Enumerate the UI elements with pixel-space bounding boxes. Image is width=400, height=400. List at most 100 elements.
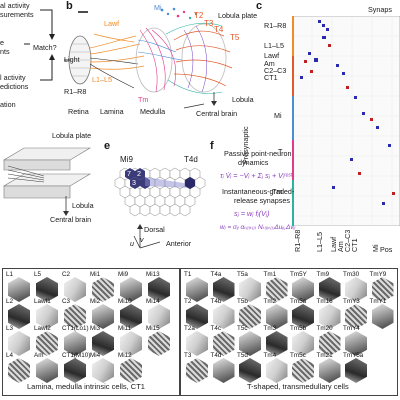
- panel-e-anterior: Anterior: [166, 239, 192, 248]
- receptive-field-image: [292, 331, 314, 356]
- panel-f-line-1: Passive point-neuron: [224, 149, 292, 158]
- cell-type-label: Lawf2: [34, 325, 51, 332]
- panel-b-light: Light: [64, 55, 80, 64]
- receptive-field-image: [265, 277, 288, 302]
- receptive-field-image: [345, 358, 367, 383]
- cell-type-label: T5b: [237, 298, 248, 305]
- panel-c-row-c2c3: C2–C3: [264, 66, 287, 75]
- panel-a-line-4: nts: [0, 47, 10, 56]
- panel-b-medulla: Medulla: [140, 107, 166, 116]
- cell-type-label: L3: [6, 325, 14, 332]
- panel-f-eq-2: sⱼ = wⱼ fⱼ(Vⱼ): [234, 209, 270, 218]
- panel-c-title: Synaps: [368, 5, 392, 14]
- cell-type-label: Tm2: [263, 298, 277, 305]
- receptive-field-image: [212, 304, 235, 329]
- cell-type-label: Mi9: [118, 271, 129, 278]
- receptive-field-image: [64, 331, 86, 356]
- panel-d: Lobula plate Lobula Central brain: [0, 130, 100, 230]
- receptive-field-image: [318, 358, 341, 383]
- panel-a-arrows: [24, 9, 55, 81]
- panel-e-dorsal: Dorsal: [144, 225, 165, 234]
- receptive-field-image: [239, 331, 261, 356]
- panel-d-lobula-plate: Lobula plate: [52, 131, 92, 140]
- cell-type-label: Tm1: [263, 271, 277, 278]
- panel-b-r1r8: R1–R8: [64, 87, 87, 96]
- panel-a-match: Match?: [33, 43, 57, 52]
- cell-type-label: Mi15: [146, 325, 160, 332]
- panel-c-cells-red: [304, 44, 395, 195]
- cell-type-label: T4a: [210, 271, 222, 278]
- cell-type-label: T2: [184, 298, 192, 305]
- cell-type-label: L5: [34, 271, 42, 278]
- panel-c-label: c: [256, 0, 263, 12]
- cell-type-label: L4: [6, 352, 14, 359]
- cell-type-label: T4b: [210, 298, 222, 305]
- cell-type-label: Mi12: [118, 352, 132, 359]
- panel-b: b: [64, 0, 257, 120]
- receptive-field-image: [212, 277, 235, 302]
- cell-type-label: Tm5b: [290, 325, 307, 332]
- panel-h: T1 T4a T5a Tm1 Tm5Y Tm9 Tm30 TmY9 T2 T4b T5b Tm2 Tm5…: [180, 268, 398, 396]
- panel-g-caption: Lamina, medulla intrinsic cells, CT1: [27, 382, 145, 391]
- receptive-field-image: [371, 304, 394, 329]
- panel-a-line-8: ation: [0, 100, 16, 109]
- cell-type-label: Tm5a: [290, 298, 307, 305]
- receptive-field-image: [64, 277, 86, 302]
- panel-b-t4: T4: [214, 25, 224, 34]
- panel-e: e Mi9 T4d 7 2 3 Dorsal Anterior u v: [104, 140, 220, 250]
- panel-d-central-brain: Central brain: [50, 215, 92, 224]
- panel-f-line-3: Instantaneous-graded-: [222, 187, 295, 196]
- cell-type-label: CT1(Lo1): [62, 325, 89, 332]
- receptive-field-image: [345, 304, 367, 329]
- panel-c-row-mi: Mi: [274, 111, 282, 120]
- panel-f-label: f: [210, 140, 214, 152]
- cell-type-label: Tm4: [263, 352, 277, 359]
- cell-type-label: Lawf1: [34, 298, 51, 305]
- receptive-field-image: [64, 358, 86, 383]
- receptive-field-image: [92, 277, 114, 302]
- receptive-field-image: [8, 358, 30, 383]
- cell-type-label: TmY1: [369, 298, 387, 305]
- panel-e-hex-number-1: 7: [127, 169, 131, 178]
- receptive-field-image: [36, 358, 58, 383]
- cell-type-label: Tm30: [343, 271, 360, 278]
- panel-b-visual-system-illustration: [64, 7, 233, 109]
- receptive-field-image: [186, 277, 208, 302]
- panel-e-mi9: Mi9: [120, 155, 133, 164]
- receptive-field-image: [265, 358, 288, 383]
- cell-type-label: Tm5c: [290, 352, 306, 359]
- receptive-field-image: [92, 331, 114, 356]
- receptive-field-image: [120, 358, 142, 383]
- receptive-field-image: [148, 304, 170, 329]
- receptive-field-image: [64, 304, 86, 329]
- panel-c-col-l1l5: L1–L5: [315, 232, 324, 252]
- panel-b-lawf: Lawf: [104, 19, 120, 28]
- receptive-field-image: [239, 304, 261, 329]
- receptive-field-image: [212, 358, 235, 383]
- cell-type-label: Mi4: [90, 352, 101, 359]
- panel-b-lobula: Lobula: [232, 95, 254, 104]
- panel-f-eq-1: τᵢ V̇ᵢ = −Vᵢ + Σⱼ sⱼ + Vᵢʳᵉˢᵗ: [220, 171, 292, 180]
- panel-c-col-mi: Mi: [371, 244, 380, 252]
- panel-c-connectivity-matrix: [292, 16, 400, 226]
- cell-type-label: TmY9: [369, 271, 387, 278]
- panel-b-tm: Tm: [138, 95, 149, 104]
- cell-type-label: Mi14: [146, 298, 160, 305]
- panel-b-t3: T3: [204, 19, 214, 28]
- cell-type-label: Mi10: [118, 298, 132, 305]
- panel-e-hex-number-3: 3: [132, 178, 136, 187]
- panel-e-label: e: [104, 140, 111, 152]
- receptive-field-image: [239, 358, 261, 383]
- cell-type-label: TmY3: [343, 298, 360, 305]
- panel-b-t5: T5: [230, 33, 240, 42]
- receptive-field-image: [318, 277, 341, 302]
- panel-c-row-t: T: [278, 147, 283, 156]
- receptive-field-image: [92, 304, 114, 329]
- panel-c-row-ct1: CT1: [264, 73, 278, 82]
- cell-type-label: Tm16: [316, 298, 333, 305]
- cell-type-label: Mi11: [118, 325, 132, 332]
- panel-f-eq-3: wⱼ = σᵢⱼ αₜ₍ᵢ₎ₜ₍ⱼ₎ Nₜ₍ᵢ₎ₜ₍ⱼ₎Δuᵢⱼ,Δvᵢⱼ: [220, 224, 296, 231]
- cell-type-label: Tm5Y: [290, 271, 307, 278]
- cell-type-label: Tm21: [316, 352, 333, 359]
- panel-d-lobula: Lobula: [72, 201, 94, 210]
